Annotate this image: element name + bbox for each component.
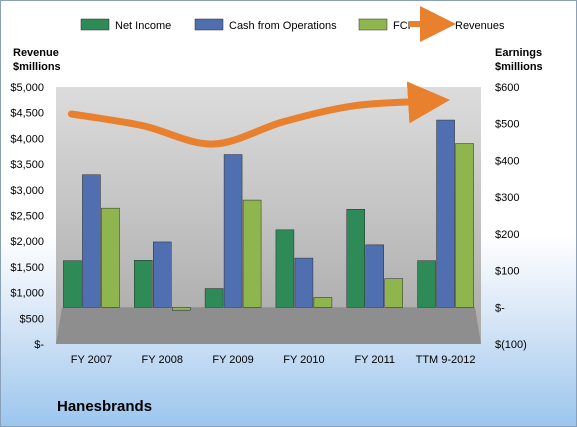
right-tick-label: $(100) bbox=[495, 339, 527, 351]
left-tick-label: $2,500 bbox=[10, 211, 44, 223]
x-tick-label: FY 2007 bbox=[71, 354, 112, 366]
right-tick-label: $400 bbox=[495, 155, 519, 167]
x-tick-label: FY 2008 bbox=[142, 354, 183, 366]
right-axis-title: Earnings bbox=[495, 47, 542, 59]
right-tick-label: $600 bbox=[495, 82, 519, 94]
bar-net-income bbox=[417, 260, 436, 308]
left-axis-title: Revenue bbox=[13, 47, 59, 59]
right-axis-title: $millions bbox=[495, 61, 543, 73]
bar-net-income bbox=[275, 229, 295, 308]
revenues-line bbox=[67, 81, 451, 148]
right-tick-label: $- bbox=[495, 302, 505, 314]
left-tick-label: $1,500 bbox=[10, 262, 44, 274]
bar-fcf bbox=[455, 143, 474, 308]
right-tick-label: $500 bbox=[495, 119, 519, 131]
legend-swatch bbox=[358, 18, 388, 31]
bar-cash-from-operations bbox=[294, 257, 314, 308]
plot-floor bbox=[56, 307, 481, 344]
left-tick-label: $1,000 bbox=[10, 288, 44, 300]
bar-fcf bbox=[313, 297, 333, 308]
x-tick-label: FY 2009 bbox=[212, 354, 253, 366]
x-tick-label: FY 2010 bbox=[283, 354, 324, 366]
legend-label: Cash from Operations bbox=[229, 20, 337, 32]
bar-cash-from-operations bbox=[365, 244, 384, 308]
bar-net-income bbox=[134, 260, 153, 308]
legend-label: Revenues bbox=[455, 20, 505, 32]
legend-swatch bbox=[80, 18, 110, 31]
bar-fcf bbox=[101, 207, 120, 308]
bar-cash-from-operations bbox=[436, 119, 455, 308]
bar-net-income bbox=[204, 288, 224, 308]
left-tick-label: $4,000 bbox=[10, 133, 44, 145]
bar-cash-from-operations bbox=[223, 154, 243, 308]
legend-swatch bbox=[194, 18, 224, 31]
bar-fcf bbox=[172, 307, 191, 311]
company-name: Hanesbrands bbox=[57, 398, 153, 415]
bar-cash-from-operations bbox=[153, 241, 172, 308]
left-tick-label: $- bbox=[34, 339, 44, 351]
right-tick-label: $300 bbox=[495, 192, 519, 204]
left-tick-label: $3,500 bbox=[10, 159, 44, 171]
right-tick-label: $100 bbox=[495, 266, 519, 278]
x-tick-label: FY 2011 bbox=[354, 354, 395, 366]
x-tick-label: TTM 9-2012 bbox=[416, 354, 476, 366]
left-axis-title: $millions bbox=[13, 61, 61, 73]
left-tick-label: $5,000 bbox=[10, 82, 44, 94]
left-tick-label: $3,000 bbox=[10, 185, 44, 197]
left-tick-label: $500 bbox=[20, 313, 44, 325]
bar-fcf bbox=[384, 278, 403, 308]
bar-cash-from-operations bbox=[82, 174, 101, 308]
bar-fcf bbox=[242, 199, 262, 308]
legend-label: Net Income bbox=[115, 20, 171, 32]
bar-net-income bbox=[346, 209, 365, 308]
right-tick-label: $200 bbox=[495, 229, 519, 241]
bar-net-income bbox=[63, 260, 82, 308]
left-tick-label: $2,000 bbox=[10, 236, 44, 248]
left-tick-label: $4,500 bbox=[10, 108, 44, 120]
